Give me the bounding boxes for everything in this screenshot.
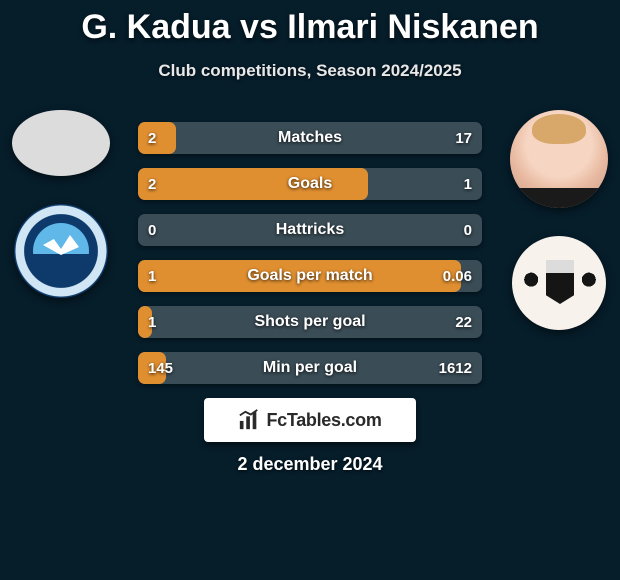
right-player-column — [504, 110, 614, 330]
stat-label: Goals — [288, 175, 332, 193]
stat-row: 2 17 Matches — [138, 122, 482, 154]
right-club-badge — [512, 236, 606, 330]
date: 2 december 2024 — [0, 454, 620, 475]
brand-box: FcTables.com — [204, 398, 416, 442]
left-value: 1 — [148, 260, 156, 292]
right-player-photo — [510, 110, 608, 208]
right-value: 0.06 — [443, 260, 472, 292]
left-value: 2 — [148, 122, 156, 154]
stat-label: Shots per goal — [254, 313, 365, 331]
page-title: G. Kadua vs Ilmari Niskanen — [0, 0, 620, 47]
right-value: 17 — [455, 122, 472, 154]
left-value: 2 — [148, 168, 156, 200]
left-value: 1 — [148, 306, 156, 338]
stat-row: 1 0.06 Goals per match — [138, 260, 482, 292]
right-value: 1612 — [439, 352, 472, 384]
stat-row: 1 22 Shots per goal — [138, 306, 482, 338]
stat-row: 2 1 Goals — [138, 168, 482, 200]
stat-row: 0 0 Hattricks — [138, 214, 482, 246]
left-fill — [138, 168, 368, 200]
stat-bars: 2 17 Matches 2 1 Goals 0 0 Hattricks 1 0.06 Goals p… — [138, 122, 482, 398]
left-value: 0 — [148, 214, 156, 246]
left-value: 145 — [148, 352, 173, 384]
stat-label: Matches — [278, 129, 342, 147]
brand-chart-icon — [238, 409, 260, 431]
stat-label: Hattricks — [276, 221, 344, 239]
left-player-column — [6, 110, 116, 298]
left-player-photo — [12, 110, 110, 176]
right-value: 1 — [464, 168, 472, 200]
stat-label: Goals per match — [247, 267, 372, 285]
subtitle: Club competitions, Season 2024/2025 — [0, 61, 620, 81]
right-value: 22 — [455, 306, 472, 338]
right-value: 0 — [464, 214, 472, 246]
stat-row: 145 1612 Min per goal — [138, 352, 482, 384]
left-fill — [138, 122, 176, 154]
stat-label: Min per goal — [263, 359, 357, 377]
brand-text: FcTables.com — [266, 410, 381, 431]
left-club-badge — [14, 204, 108, 298]
